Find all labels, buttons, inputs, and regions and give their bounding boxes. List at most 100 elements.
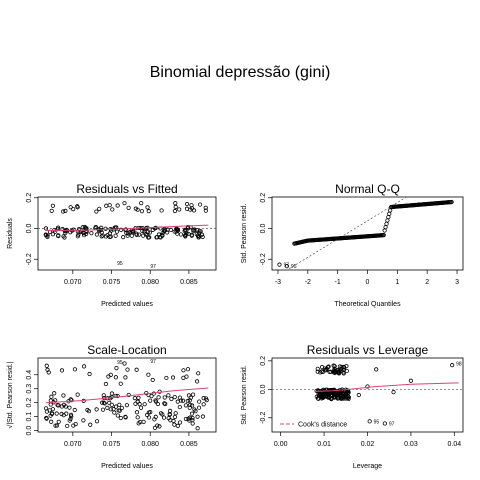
panel-3-point <box>200 414 206 419</box>
panel-1-point <box>184 206 190 211</box>
panel-3-point <box>172 422 177 427</box>
panel-1-point <box>140 228 145 233</box>
panel-1-point <box>191 208 197 213</box>
panel-1-point <box>189 233 194 238</box>
panel-1-point <box>96 227 102 232</box>
panel-1-point <box>155 235 160 240</box>
panel-1-point <box>188 207 193 212</box>
panel-3-point <box>134 410 140 415</box>
panel-4-point <box>332 394 337 399</box>
panel-3-point <box>201 402 206 407</box>
panel-3-point <box>167 408 173 414</box>
panel-1-point <box>56 233 61 238</box>
panel-3-xtick-label: 0.075 <box>103 441 121 448</box>
panel-3-point <box>153 414 158 420</box>
panel-2-point-label: 95 <box>291 264 297 270</box>
panel-1-point <box>141 233 146 238</box>
panel-2-point <box>277 262 282 267</box>
panel-3-point <box>52 391 57 396</box>
panel-4-point <box>367 419 372 424</box>
panel-4-point <box>316 392 321 397</box>
panel-3-point <box>136 421 141 426</box>
panel-3-point <box>68 412 74 417</box>
panel-3-point <box>194 379 200 384</box>
panel-1-point <box>159 208 164 213</box>
panel-3-point <box>169 396 174 402</box>
panel-3-point <box>116 408 121 413</box>
panel-4-ytick-label: 0.0 <box>260 384 267 394</box>
panel-3-point <box>115 413 120 418</box>
panel-3-point <box>188 395 193 400</box>
panel-3-point <box>142 402 147 407</box>
panel-1-point <box>174 227 180 232</box>
panel-1-point <box>84 228 89 234</box>
panel-4-point <box>344 364 349 369</box>
panel-3-ytick-label: 0.0 <box>26 426 33 436</box>
panel-1-point <box>192 227 197 232</box>
panel-3-point <box>65 423 70 429</box>
panel-3-point <box>172 395 177 400</box>
panel-4-point <box>391 390 396 395</box>
panel-2-xtick-label: 1 <box>395 279 399 286</box>
panel-1-frame <box>37 196 217 271</box>
panel-3-point <box>114 366 119 371</box>
panel-2-xtick-label: 3 <box>455 279 459 286</box>
panel-4-point <box>374 367 379 372</box>
panel-2-point <box>388 208 393 213</box>
panel-2-title: Normal Q-Q <box>335 182 400 196</box>
panel-3-point <box>85 407 90 413</box>
panel-1-point <box>178 232 184 237</box>
panel-1-point <box>145 205 150 210</box>
panel-3-point <box>81 364 87 369</box>
panel-3-point <box>197 399 202 404</box>
panel-3-point <box>94 419 100 424</box>
panel-4-point <box>356 392 361 398</box>
panel-1-point <box>84 231 89 237</box>
panel-4-point <box>365 384 370 389</box>
panel-1-point <box>99 234 104 239</box>
panel-3-ytick-label: 0.1 <box>26 412 33 422</box>
panel-3-point <box>204 397 209 403</box>
panel-1-point <box>122 201 127 206</box>
panel-1-point <box>89 231 94 236</box>
panel-1-point <box>203 205 208 210</box>
panel-2-point <box>284 264 290 269</box>
panel-1-point <box>114 229 120 234</box>
panel-1-point <box>196 235 201 240</box>
panel-3-point <box>118 381 123 386</box>
panel-3-point <box>166 416 171 421</box>
panel-1-point <box>63 208 68 213</box>
panel-3-point <box>134 367 139 372</box>
panel-3-point <box>100 407 106 412</box>
panel-1-point <box>75 204 80 209</box>
panel-3-point <box>148 398 153 403</box>
panel-1-point <box>110 207 115 212</box>
panel-4-xtick-label: 0.04 <box>448 441 462 448</box>
panel-4-point <box>336 396 341 401</box>
panel-4-point <box>336 369 341 374</box>
panel-1-point <box>147 235 152 240</box>
panel-3-xtick-label: 0.070 <box>64 441 82 448</box>
panel-1-point <box>183 234 188 239</box>
panel-3-point <box>44 363 49 368</box>
panel-3-point <box>136 395 141 400</box>
panel-3-point <box>177 420 183 425</box>
panel-3-point <box>201 396 206 401</box>
panel-4-point-label: 98 <box>456 362 462 368</box>
panel-3-point <box>184 374 189 379</box>
panel-2-ytick-label: 0.0 <box>260 224 267 234</box>
panel-3-point <box>56 419 61 424</box>
panel-3-point <box>124 403 129 408</box>
panel-4-plot-area <box>272 363 463 426</box>
panel-1-point <box>198 229 203 234</box>
panel-1-point-label: 95 <box>117 261 123 267</box>
panel-3-point-label: 95 <box>117 360 123 366</box>
panel-4-point <box>341 367 346 373</box>
panel-3-point <box>171 418 176 424</box>
panel-3-point <box>111 407 116 412</box>
panel-3-point <box>81 418 86 423</box>
panel-4-point <box>332 363 337 369</box>
panel-4-point <box>315 366 320 371</box>
